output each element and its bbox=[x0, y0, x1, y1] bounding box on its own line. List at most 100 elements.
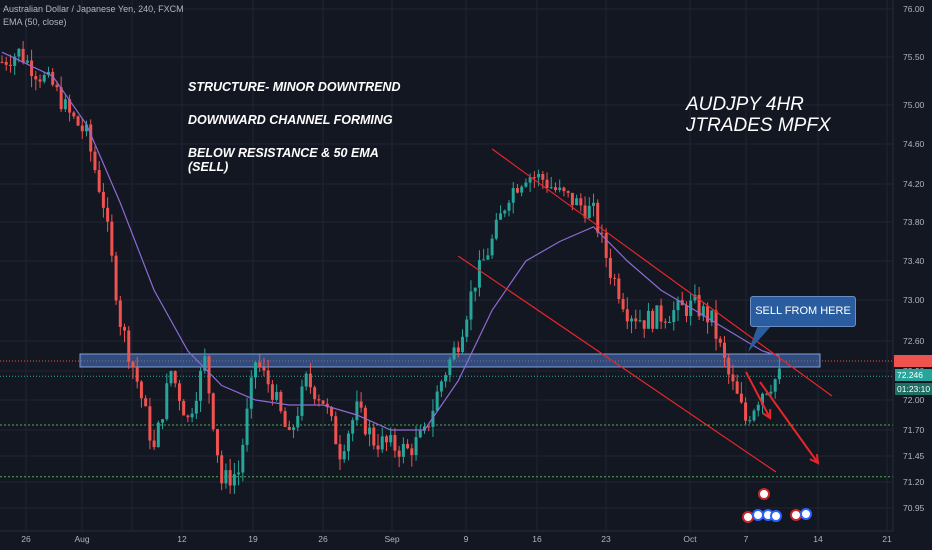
brand-line-2: JTRADES MPFX bbox=[686, 115, 831, 136]
candle-body bbox=[553, 187, 557, 191]
channel-upper-line[interactable] bbox=[491, 148, 833, 397]
candle-body bbox=[638, 320, 642, 322]
annotation-structure: STRUCTURE- MINOR DOWNTREND bbox=[188, 80, 401, 94]
candle-body bbox=[237, 472, 241, 475]
candle-body bbox=[773, 379, 777, 392]
candle-body bbox=[482, 259, 486, 261]
candle-body bbox=[583, 205, 587, 218]
candle-body bbox=[46, 71, 50, 75]
candle-body bbox=[30, 60, 34, 77]
candle-body bbox=[444, 375, 448, 382]
candle-body bbox=[325, 403, 329, 408]
candle-body bbox=[587, 205, 591, 218]
candle-body bbox=[321, 400, 325, 404]
time-tick-label: 19 bbox=[248, 534, 258, 544]
candle-body bbox=[617, 278, 621, 300]
candle-body bbox=[693, 294, 697, 301]
candle-body bbox=[520, 186, 524, 193]
candle-body bbox=[186, 415, 190, 418]
candle-body bbox=[604, 232, 608, 258]
candle-body bbox=[270, 384, 274, 400]
economic-event-icon[interactable] bbox=[800, 508, 812, 520]
candle-body bbox=[51, 71, 55, 85]
time-tick-label: 12 bbox=[177, 534, 187, 544]
candle-body bbox=[752, 410, 756, 421]
candle-body bbox=[203, 356, 207, 371]
forecast-arrow-2-head bbox=[809, 453, 820, 465]
sell-callout[interactable]: SELL FROM HERE bbox=[750, 296, 856, 327]
candle-body bbox=[608, 257, 612, 278]
candle-body bbox=[389, 435, 393, 443]
candle-body bbox=[549, 187, 553, 189]
candle-body bbox=[676, 300, 680, 311]
economic-event-icon[interactable] bbox=[758, 488, 770, 500]
candle-body bbox=[25, 60, 29, 63]
forecast-arrow-1 bbox=[745, 371, 771, 419]
brand-line-1: AUDJPY 4HR bbox=[686, 94, 804, 115]
indicator-legend[interactable]: EMA (50, close) bbox=[3, 17, 67, 27]
candle-body bbox=[80, 125, 84, 132]
candle-body bbox=[304, 373, 308, 387]
time-tick-label: Sep bbox=[384, 534, 399, 544]
candle-body bbox=[165, 383, 169, 420]
candle-body bbox=[418, 430, 422, 438]
candle-body bbox=[376, 445, 380, 450]
candle-body bbox=[515, 188, 519, 193]
candle-body bbox=[684, 305, 688, 317]
time-tick-label: 26 bbox=[318, 534, 328, 544]
economic-event-icon[interactable] bbox=[752, 509, 764, 521]
candle-body bbox=[714, 310, 718, 339]
candle-body bbox=[630, 318, 634, 322]
candle-body bbox=[756, 404, 760, 411]
candle-body bbox=[592, 202, 595, 206]
candle-body bbox=[697, 294, 701, 317]
candle-body bbox=[727, 357, 731, 375]
price-tick-label: 76.00 bbox=[903, 4, 925, 14]
time-tick-label: 7 bbox=[744, 534, 749, 544]
candle-body bbox=[207, 356, 211, 394]
candle-body bbox=[34, 76, 38, 80]
economic-event-icon[interactable] bbox=[790, 509, 802, 521]
candle-body bbox=[600, 232, 604, 234]
economic-event-icon[interactable] bbox=[742, 511, 754, 523]
candle-body bbox=[596, 202, 600, 233]
candle-body bbox=[465, 319, 469, 337]
candle-body bbox=[76, 116, 80, 126]
forecast-arrow-1-head bbox=[761, 408, 772, 420]
candle-body bbox=[718, 338, 722, 343]
candle-body bbox=[401, 443, 405, 457]
candle-body bbox=[541, 173, 545, 180]
candle-body bbox=[169, 371, 173, 384]
candle-body bbox=[85, 124, 88, 132]
candle-body bbox=[232, 474, 236, 486]
price-tick-label: 71.70 bbox=[903, 425, 925, 435]
time-tick-label: 21 bbox=[882, 534, 892, 544]
candle-body bbox=[63, 99, 67, 110]
candle-body bbox=[21, 48, 25, 63]
candle-body bbox=[410, 448, 414, 456]
candle-body bbox=[101, 191, 105, 208]
candle-body bbox=[300, 386, 304, 416]
candle-body bbox=[524, 182, 528, 187]
annotation-resistance: BELOW RESISTANCE & 50 EMA bbox=[188, 146, 379, 160]
economic-event-icon[interactable] bbox=[770, 510, 782, 522]
candle-body bbox=[765, 393, 769, 395]
candle-body bbox=[338, 444, 342, 460]
candle-body bbox=[0, 61, 4, 63]
candle-body bbox=[190, 413, 194, 418]
price-tick-label: 73.80 bbox=[903, 217, 925, 227]
candle-body bbox=[330, 407, 334, 417]
candle-body bbox=[359, 401, 363, 408]
time-tick-label: 9 bbox=[464, 534, 469, 544]
candle-body bbox=[287, 426, 291, 430]
candle-body bbox=[575, 198, 579, 206]
channel-lower-line[interactable] bbox=[457, 255, 777, 473]
candle-body bbox=[215, 429, 219, 456]
candle-body bbox=[292, 427, 296, 430]
candle-body bbox=[220, 455, 224, 484]
candle-body bbox=[486, 255, 490, 260]
price-tick-label: 71.45 bbox=[903, 451, 925, 461]
candle-body bbox=[93, 151, 97, 171]
symbol-title[interactable]: Australian Dollar / Japanese Yen, 240, F… bbox=[3, 4, 184, 14]
